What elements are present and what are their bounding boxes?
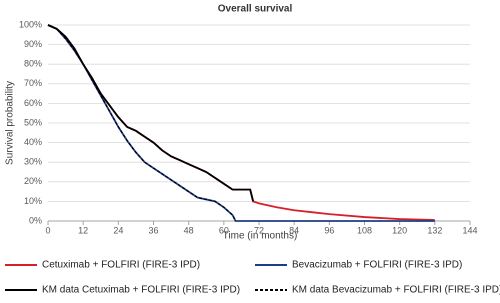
y-tick-label: 70% xyxy=(24,78,42,88)
legend-label: Bevacizumab + FOLFIRI (FIRE-3 IPD) xyxy=(292,260,462,271)
y-tick-label: 50% xyxy=(24,117,42,127)
y-axis-label: Survival probability xyxy=(5,81,16,165)
y-tick-label: 10% xyxy=(24,196,42,206)
x-tick-label: 0 xyxy=(45,225,50,235)
y-tick-label: 100% xyxy=(19,19,42,29)
y-tick-label: 30% xyxy=(24,157,42,167)
x-tick-label: 24 xyxy=(113,225,123,235)
legend-label: KM data Bevacizumab + FOLFIRI (FIRE-3 IP… xyxy=(292,285,500,296)
x-tick-label: 108 xyxy=(357,225,372,235)
survival-curve xyxy=(47,24,435,221)
survival-curve xyxy=(47,24,237,222)
y-tick-label: 20% xyxy=(24,176,42,186)
y-tick-label: 60% xyxy=(24,98,42,108)
y-tick-label: 90% xyxy=(24,39,42,49)
x-tick-label: 48 xyxy=(184,225,194,235)
x-tick-label: 12 xyxy=(78,225,88,235)
x-tick-label: 120 xyxy=(392,225,407,235)
x-tick-label: 132 xyxy=(427,225,442,235)
y-tick-label: 40% xyxy=(24,137,42,147)
survival-curve xyxy=(47,24,255,202)
y-tick-label: 80% xyxy=(24,59,42,69)
chart-title: Overall survival xyxy=(218,4,293,15)
legend-label: Cetuximab + FOLFIRI (FIRE-3 IPD) xyxy=(42,260,200,271)
legend-label: KM data Cetuximab + FOLFIRI (FIRE-3 IPD) xyxy=(42,285,240,296)
x-tick-label: 72 xyxy=(254,225,264,235)
y-tick-label: 0% xyxy=(29,215,42,225)
x-tick-label: 84 xyxy=(289,225,299,235)
x-tick-label: 96 xyxy=(324,225,334,235)
x-tick-label: 60 xyxy=(219,225,229,235)
x-axis-label: Time (in months) xyxy=(223,231,298,242)
x-tick-label: 36 xyxy=(148,225,158,235)
x-tick-label: 144 xyxy=(462,225,477,235)
